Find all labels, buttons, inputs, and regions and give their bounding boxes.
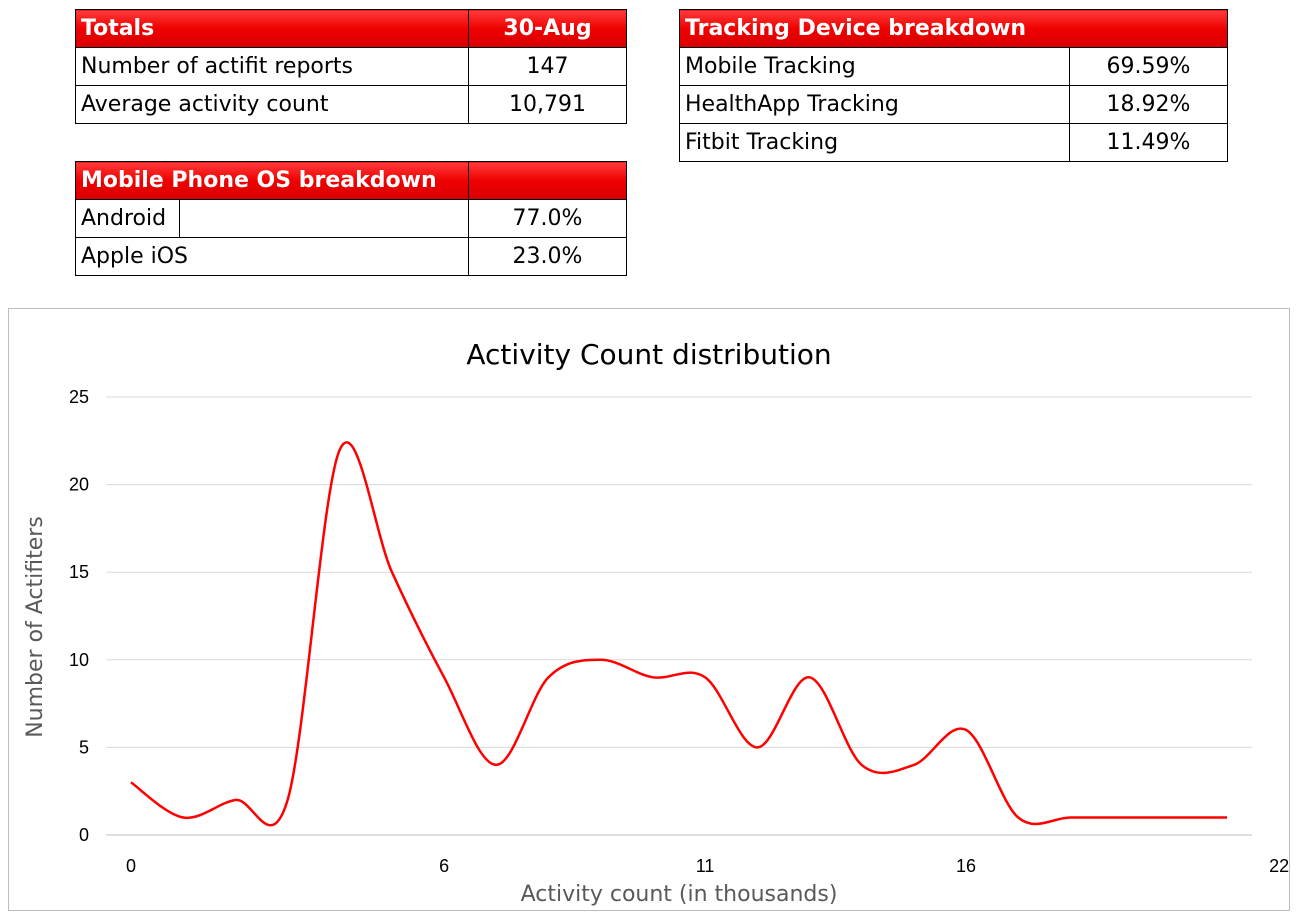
y-tick-label: 10: [69, 650, 89, 670]
device-row-label: Fitbit Tracking: [679, 123, 1070, 162]
device-header-row: Tracking Device breakdown: [679, 9, 1228, 48]
table-row: Apple iOS 23.0%: [75, 237, 627, 276]
device-row-label: Mobile Tracking: [679, 47, 1070, 86]
device-row-label: HealthApp Tracking: [679, 85, 1070, 124]
x-tick-label: 11: [696, 856, 715, 876]
totals-table: Totals 30-Aug Number of actifit reports …: [75, 9, 627, 124]
x-axis-title: Activity count (in thousands): [521, 882, 838, 907]
table-row: Number of actifit reports 147: [75, 47, 627, 86]
device-row-value: 11.49%: [1069, 123, 1228, 162]
totals-header-label: Totals: [75, 9, 469, 48]
x-axis-ticks: 0 6 11 16 22: [126, 856, 1289, 876]
mobile-os-table: Mobile Phone OS breakdown Android 77.0% …: [75, 161, 627, 276]
y-tick-label: 5: [79, 737, 89, 757]
device-row-value: 18.92%: [1069, 85, 1228, 124]
device-header-label: Tracking Device breakdown: [679, 9, 1228, 48]
y-tick-label: 15: [69, 562, 89, 582]
os-row-value: 23.0%: [468, 237, 627, 276]
totals-row-label: Average activity count: [75, 85, 469, 124]
table-row: HealthApp Tracking 18.92%: [679, 85, 1228, 124]
tracking-device-table: Tracking Device breakdown Mobile Trackin…: [679, 9, 1228, 162]
x-tick-label: 22: [1269, 856, 1289, 876]
x-tick-label: 0: [126, 856, 136, 876]
activity-chart: 0 5 10 15 20 25 0 6 11 16 22 Activity Count distr…: [8, 308, 1290, 911]
y-axis-ticks: 0 5 10 15 20 25: [69, 387, 89, 845]
series-line: [130, 441, 1227, 827]
os-header-label: Mobile Phone OS breakdown: [75, 161, 469, 200]
totals-header-row: Totals 30-Aug: [75, 9, 627, 48]
x-tick-label: 6: [439, 856, 449, 876]
table-row: Mobile Tracking 69.59%: [679, 47, 1228, 86]
totals-header-date: 30-Aug: [468, 9, 627, 48]
gridlines: [106, 396, 1252, 836]
chart-title: Activity Count distribution: [466, 338, 831, 371]
y-tick-label: 25: [69, 387, 89, 407]
totals-row-value: 10,791: [468, 85, 627, 124]
y-tick-label: 0: [79, 825, 89, 845]
x-tick-label: 16: [956, 856, 976, 876]
os-row-value: 77.0%: [468, 199, 627, 238]
totals-row-value: 147: [468, 47, 627, 86]
os-header-blank: [468, 161, 627, 200]
os-row-label: Apple iOS: [75, 237, 469, 276]
y-axis-title: Number of Actifiters: [23, 516, 48, 738]
table-row: Android 77.0%: [75, 199, 627, 238]
totals-row-label: Number of actifit reports: [75, 47, 469, 86]
y-tick-label: 20: [69, 475, 89, 495]
os-row-blank: [179, 199, 469, 238]
os-header-row: Mobile Phone OS breakdown: [75, 161, 627, 200]
table-row: Fitbit Tracking 11.49%: [679, 123, 1228, 162]
device-row-value: 69.59%: [1069, 47, 1228, 86]
chart-svg: 0 5 10 15 20 25 0 6 11 16 22 Activity Count distr…: [23, 338, 1289, 907]
os-row-label: Android: [75, 199, 180, 238]
table-row: Average activity count 10,791: [75, 85, 627, 124]
